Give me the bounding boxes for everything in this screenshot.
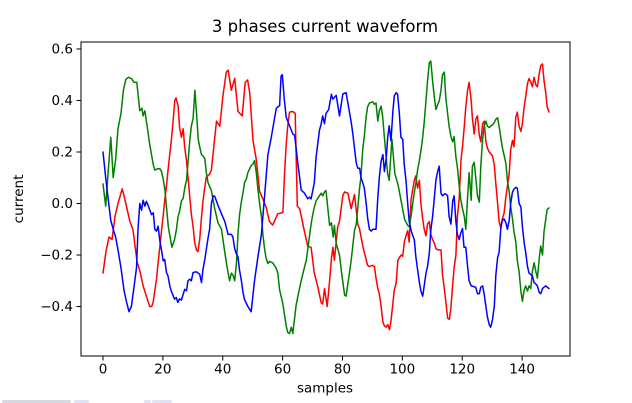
y-tick-label: 0.4 <box>52 93 73 109</box>
plot-border <box>80 41 571 357</box>
taskbar-item-fragment-2[interactable] <box>74 400 89 403</box>
y-tick-label: −0.2 <box>40 248 73 264</box>
x-tick-label: 140 <box>509 362 535 378</box>
x-tick-label: 120 <box>449 362 475 378</box>
y-tick-label: −0.4 <box>40 299 73 315</box>
waveform-lines <box>102 60 550 335</box>
axes-layer: 0 20 40 60 80 100 120 140 0.6 0.4 0.2 0.0 −0.2 −0.4 <box>40 41 571 378</box>
y-tick-label: 0.2 <box>52 145 73 161</box>
taskbar-item-fragment-3[interactable] <box>144 400 151 403</box>
chart-title: 3 phases current waveform <box>212 17 438 36</box>
waveform-line-phase-2-green <box>102 60 550 335</box>
taskbar-item-fragment-1[interactable] <box>2 400 71 403</box>
y-tick-label: 0.0 <box>52 196 73 212</box>
y-tick-label: 0.6 <box>52 42 73 58</box>
x-tick-label: 20 <box>154 362 171 378</box>
x-tick-label: 0 <box>99 362 108 378</box>
waveform-line-phase-3-blue <box>102 73 550 328</box>
y-axis-label: current <box>11 175 27 224</box>
x-tick-label: 60 <box>274 362 291 378</box>
taskbar-item-fragment-4[interactable] <box>152 400 172 403</box>
x-tick-label: 40 <box>214 362 231 378</box>
x-tick-label: 100 <box>389 362 415 378</box>
x-tick-label: 80 <box>334 362 351 378</box>
waveform-line-phase-1-red <box>102 63 550 331</box>
x-axis-label: samples <box>297 381 353 397</box>
